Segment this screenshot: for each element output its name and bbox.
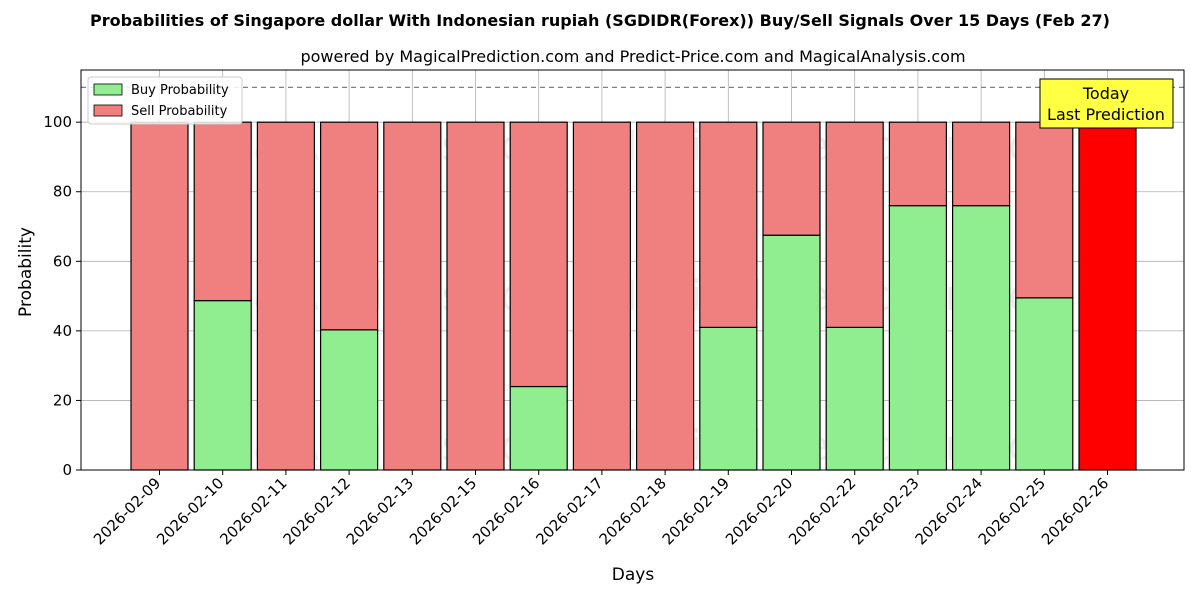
today-label-box — [1039, 78, 1174, 129]
x-tick-label: 2026-02-24 — [912, 474, 986, 548]
x-tick-label: 2026-02-20 — [722, 474, 796, 548]
x-tick-label: 2026-02-09 — [90, 474, 164, 548]
legend-swatch — [93, 104, 123, 117]
y-axis-label: Probability — [16, 227, 36, 317]
y-tick-label: 0 — [62, 461, 72, 479]
sell-bar — [256, 121, 315, 471]
x-axis-ticks: 2026-02-092026-02-102026-02-112026-02-12… — [90, 470, 1112, 548]
today-label-line1: Today — [1082, 84, 1129, 103]
buy-bar — [699, 326, 758, 471]
x-tick-label: 2026-02-23 — [848, 474, 922, 548]
x-tick-label: 2026-02-16 — [469, 474, 543, 548]
x-tick-label: 2026-02-17 — [532, 474, 606, 548]
buy-bar — [888, 205, 948, 471]
sell-bar — [951, 121, 1011, 207]
sell-bar — [572, 121, 632, 471]
sell-bar — [762, 121, 821, 236]
sell-bar — [383, 121, 442, 471]
sell-bar — [509, 121, 568, 388]
buy-bar — [320, 329, 379, 471]
legend: Buy Probability Sell Probability — [87, 76, 243, 125]
sell-bar — [320, 121, 379, 331]
sell-bar — [130, 121, 189, 471]
y-tick-label: 60 — [53, 252, 72, 270]
buy-bar — [509, 385, 568, 471]
buy-bar — [1015, 297, 1074, 471]
legend-box — [87, 76, 243, 125]
chart-subtitle: powered by MagicalPrediction.com and Pre… — [300, 47, 965, 66]
y-tick-label: 80 — [53, 183, 72, 201]
x-tick-label: 2026-02-19 — [659, 474, 733, 548]
x-tick-label: 2026-02-12 — [280, 474, 354, 548]
y-tick-label: 20 — [53, 391, 72, 409]
bars — [130, 121, 1137, 471]
plot-frame — [80, 69, 1185, 471]
x-tick-label: 2026-02-10 — [153, 474, 227, 548]
buy-bar — [825, 326, 884, 471]
sell-bar — [888, 121, 948, 207]
y-tick-label: 40 — [53, 322, 72, 340]
today-annotation: Today Last Prediction — [1039, 78, 1174, 129]
buy-bar — [951, 205, 1011, 471]
y-axis-ticks: 0 20 40 60 80 100 — [43, 113, 81, 479]
y-tick-label: 100 — [43, 113, 72, 131]
buy-bar — [762, 234, 821, 471]
today-bar — [1078, 121, 1137, 471]
x-tick-label: 2026-02-15 — [406, 474, 480, 548]
x-axis-label: Days — [612, 565, 655, 585]
sell-bar — [825, 121, 884, 328]
sell-bar — [193, 121, 252, 302]
legend-swatch — [93, 83, 123, 96]
x-tick-label: 2026-02-26 — [1038, 474, 1112, 548]
x-tick-label: 2026-02-18 — [596, 474, 670, 548]
chart-title: Probabilities of Singapore dollar With I… — [90, 11, 1110, 30]
sell-bar — [699, 121, 758, 328]
sell-bar — [635, 121, 695, 471]
buy-bar — [193, 300, 252, 471]
sell-bar — [1015, 121, 1074, 299]
x-tick-label: 2026-02-11 — [216, 474, 290, 548]
x-tick-label: 2026-02-13 — [343, 474, 417, 548]
legend-label: Buy Probability — [131, 83, 229, 98]
legend-label: Sell Probability — [131, 104, 228, 119]
sell-bar — [446, 121, 505, 471]
x-tick-label: 2026-02-25 — [975, 474, 1049, 548]
x-tick-label: 2026-02-22 — [785, 474, 859, 548]
today-label-line2: Last Prediction — [1047, 105, 1165, 124]
